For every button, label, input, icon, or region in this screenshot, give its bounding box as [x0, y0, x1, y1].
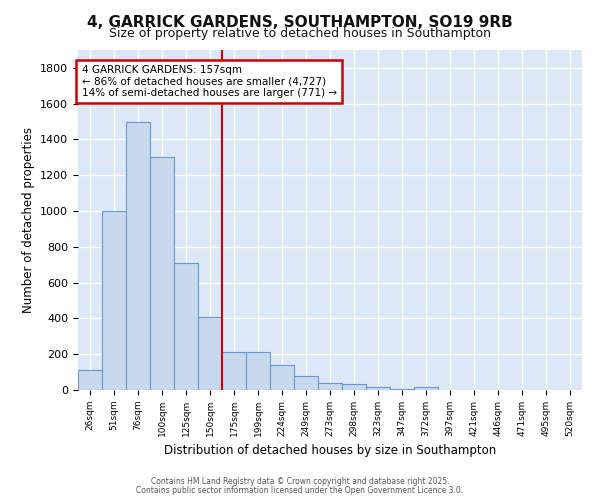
- Bar: [78, 370, 102, 390]
- Bar: [174, 263, 198, 390]
- Bar: [198, 316, 222, 390]
- Bar: [294, 376, 318, 390]
- Bar: [318, 383, 342, 390]
- Text: Contains HM Land Registry data © Crown copyright and database right 2025.: Contains HM Land Registry data © Crown c…: [151, 477, 449, 486]
- Bar: [270, 365, 294, 390]
- Text: Contains public sector information licensed under the Open Government Licence 3.: Contains public sector information licen…: [136, 486, 464, 495]
- Bar: [366, 388, 390, 390]
- Y-axis label: Number of detached properties: Number of detached properties: [22, 127, 35, 313]
- Bar: [150, 158, 174, 390]
- Bar: [414, 388, 438, 390]
- Bar: [342, 384, 366, 390]
- Bar: [390, 388, 414, 390]
- Text: 4 GARRICK GARDENS: 157sqm
← 86% of detached houses are smaller (4,727)
14% of se: 4 GARRICK GARDENS: 157sqm ← 86% of detac…: [82, 64, 337, 98]
- X-axis label: Distribution of detached houses by size in Southampton: Distribution of detached houses by size …: [164, 444, 496, 458]
- Bar: [246, 352, 270, 390]
- Bar: [126, 122, 150, 390]
- Bar: [102, 211, 126, 390]
- Bar: [222, 352, 246, 390]
- Text: Size of property relative to detached houses in Southampton: Size of property relative to detached ho…: [109, 28, 491, 40]
- Text: 4, GARRICK GARDENS, SOUTHAMPTON, SO19 9RB: 4, GARRICK GARDENS, SOUTHAMPTON, SO19 9R…: [87, 15, 513, 30]
